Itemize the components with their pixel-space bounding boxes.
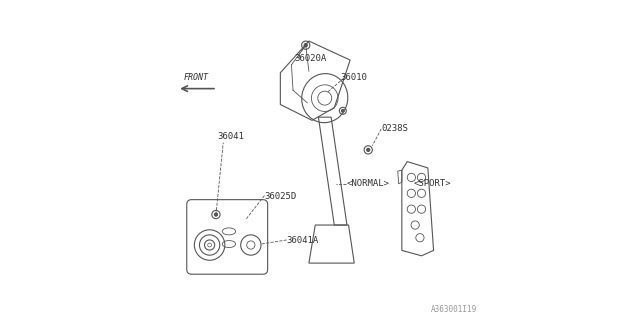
Text: 36041: 36041 xyxy=(217,132,244,141)
Circle shape xyxy=(342,109,344,112)
Text: <SPORT>: <SPORT> xyxy=(413,179,451,188)
Circle shape xyxy=(214,213,218,216)
Text: 36010: 36010 xyxy=(340,73,367,82)
Text: 36041A: 36041A xyxy=(287,236,319,245)
Text: FRONT: FRONT xyxy=(183,73,208,82)
Text: 0238S: 0238S xyxy=(382,124,409,133)
Text: 36020A: 36020A xyxy=(294,54,327,63)
Text: 36025D: 36025D xyxy=(264,192,297,201)
Circle shape xyxy=(304,44,307,47)
Circle shape xyxy=(367,148,370,151)
Text: <NORMAL>: <NORMAL> xyxy=(347,179,390,188)
Text: A363001I19: A363001I19 xyxy=(431,305,477,314)
